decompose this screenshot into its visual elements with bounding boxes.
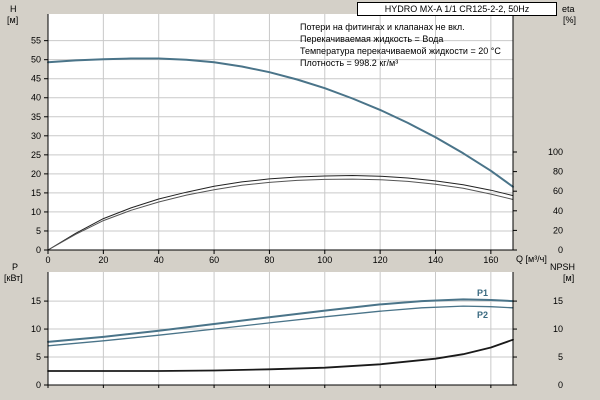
svg-text:10: 10: [31, 324, 41, 334]
q-axis-label: Q [м³/ч]: [516, 254, 547, 264]
p1-curve-label: P1: [477, 288, 489, 298]
svg-text:5: 5: [558, 352, 563, 362]
svg-text:60: 60: [209, 255, 219, 265]
svg-text:120: 120: [373, 255, 388, 265]
svg-text:15: 15: [31, 296, 41, 306]
svg-text:15: 15: [553, 296, 563, 306]
svg-text:10: 10: [31, 207, 41, 217]
p2-curve-label: P2: [477, 310, 489, 320]
npsh-axis-name: NPSH: [550, 262, 576, 272]
svg-text:0: 0: [36, 245, 41, 255]
eta-axis-name: eta: [562, 4, 575, 14]
h-axis-unit: [м]: [7, 15, 19, 25]
eta-axis-unit: [%]: [563, 15, 577, 25]
svg-text:30: 30: [31, 131, 41, 141]
h-axis-name: H: [10, 4, 17, 14]
note-liquid: Перекачиваемая жидкость = Вода: [300, 34, 444, 44]
chart-title: HYDRO MX-A 1/1 CR125-2-2, 50Hz: [357, 2, 557, 16]
svg-text:140: 140: [428, 255, 443, 265]
svg-text:0: 0: [558, 245, 563, 255]
svg-text:80: 80: [553, 167, 563, 177]
note-temperature: Температура перекачиваемой жидкости = 20…: [300, 46, 501, 56]
svg-text:40: 40: [553, 206, 563, 216]
p-axis-unit: [кВт]: [4, 273, 23, 283]
note-density: Плотность = 998.2 кг/м³: [300, 58, 399, 68]
svg-text:160: 160: [483, 255, 498, 265]
svg-text:40: 40: [31, 93, 41, 103]
npsh-axis-unit: [м]: [563, 273, 575, 283]
svg-text:100: 100: [548, 147, 563, 157]
svg-text:50: 50: [31, 55, 41, 65]
chart-notes: Потери на фитингах и клапанах не вкл. Пе…: [300, 21, 501, 69]
svg-text:40: 40: [154, 255, 164, 265]
svg-text:100: 100: [317, 255, 332, 265]
svg-text:0: 0: [45, 255, 50, 265]
svg-text:5: 5: [36, 226, 41, 236]
svg-text:0: 0: [36, 380, 41, 390]
svg-text:0: 0: [558, 380, 563, 390]
note-losses: Потери на фитингах и клапанах не вкл.: [300, 22, 465, 32]
svg-text:25: 25: [31, 150, 41, 160]
svg-text:20: 20: [98, 255, 108, 265]
svg-text:10: 10: [553, 324, 563, 334]
svg-text:60: 60: [553, 186, 563, 196]
svg-text:55: 55: [31, 36, 41, 46]
svg-text:35: 35: [31, 112, 41, 122]
svg-text:15: 15: [31, 188, 41, 198]
svg-text:45: 45: [31, 74, 41, 84]
svg-text:80: 80: [264, 255, 274, 265]
p-axis-name: P: [12, 262, 19, 272]
svg-text:5: 5: [36, 352, 41, 362]
svg-text:20: 20: [553, 225, 563, 235]
svg-text:20: 20: [31, 169, 41, 179]
